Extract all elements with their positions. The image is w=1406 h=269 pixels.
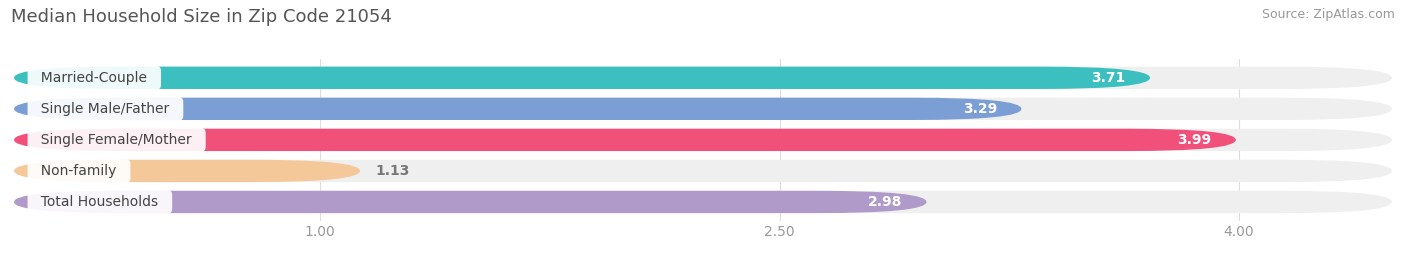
- Text: Single Female/Mother: Single Female/Mother: [32, 133, 201, 147]
- FancyBboxPatch shape: [14, 67, 1150, 89]
- FancyBboxPatch shape: [14, 67, 1392, 89]
- FancyBboxPatch shape: [14, 129, 1392, 151]
- Text: 3.71: 3.71: [1091, 71, 1126, 85]
- FancyBboxPatch shape: [14, 191, 927, 213]
- Text: Source: ZipAtlas.com: Source: ZipAtlas.com: [1261, 8, 1395, 21]
- Text: Median Household Size in Zip Code 21054: Median Household Size in Zip Code 21054: [11, 8, 392, 26]
- FancyBboxPatch shape: [14, 191, 1392, 213]
- FancyBboxPatch shape: [14, 160, 1392, 182]
- Text: 2.98: 2.98: [868, 195, 903, 209]
- FancyBboxPatch shape: [14, 98, 1392, 120]
- Text: 3.99: 3.99: [1177, 133, 1212, 147]
- FancyBboxPatch shape: [14, 98, 1021, 120]
- Text: Married-Couple: Married-Couple: [32, 71, 156, 85]
- FancyBboxPatch shape: [14, 129, 1236, 151]
- Text: Non-family: Non-family: [32, 164, 125, 178]
- Text: Single Male/Father: Single Male/Father: [32, 102, 179, 116]
- Text: Total Households: Total Households: [32, 195, 167, 209]
- Text: 1.13: 1.13: [375, 164, 409, 178]
- Text: 3.29: 3.29: [963, 102, 997, 116]
- FancyBboxPatch shape: [14, 160, 360, 182]
